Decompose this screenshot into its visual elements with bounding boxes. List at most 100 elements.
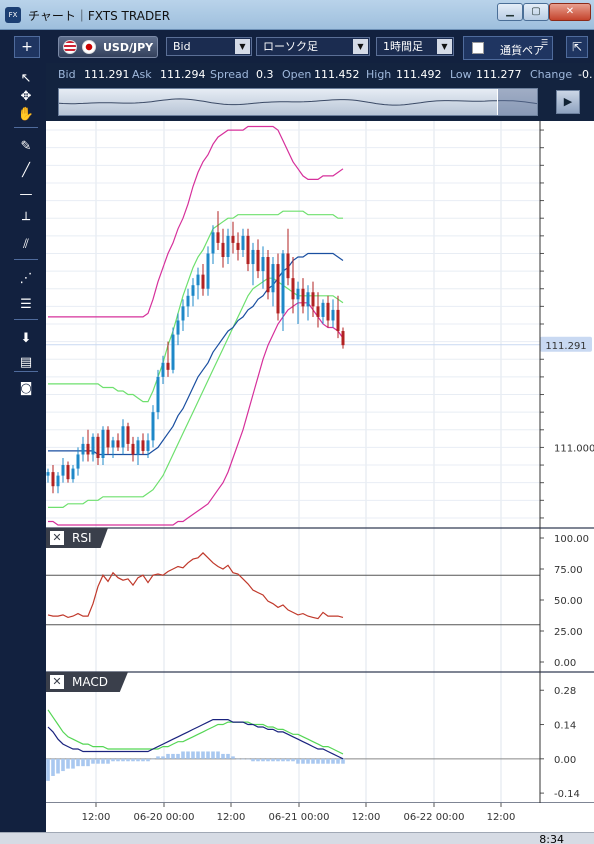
macd-axis-label: 0.28 — [554, 686, 576, 697]
macd-histogram-bar — [236, 758, 240, 760]
currency-pair-button[interactable]: USD/JPY — [58, 36, 158, 58]
macd-histogram-bar — [226, 753, 230, 759]
candle-body — [106, 429, 110, 448]
macd-histogram-bar — [106, 758, 110, 764]
pen-tool-icon[interactable]: ✎ — [20, 139, 32, 154]
rsi-line — [47, 552, 344, 620]
time-navigator[interactable] — [58, 88, 538, 116]
candle-body — [316, 306, 320, 317]
candle-body — [211, 232, 215, 254]
download-tool-icon[interactable]: ⬇ — [20, 331, 32, 346]
macd-histogram-bar — [176, 753, 180, 759]
rsi-axis-label: 0.00 — [554, 658, 576, 669]
candle-body — [226, 235, 230, 257]
candle-body — [176, 320, 180, 335]
candle-body — [76, 454, 80, 469]
chart-type-select[interactable]: ローソク足 ▼ — [256, 37, 370, 56]
currency-pair-option[interactable]: 通貨ペア ☰ — [463, 36, 553, 60]
list-tool-icon[interactable]: ▤ — [19, 355, 33, 370]
add-chart-button[interactable]: + — [14, 36, 40, 58]
macd-histogram-bar — [311, 758, 315, 764]
macd-histogram-bar — [251, 758, 255, 762]
rsi-axis-label: 50.00 — [554, 596, 583, 607]
macd-histogram-bar — [66, 758, 70, 769]
candle-body — [161, 362, 165, 377]
low-label: Low — [450, 68, 472, 81]
macd-axis-label: -0.14 — [554, 789, 580, 800]
bollinger-upper-outer-line — [48, 125, 344, 318]
macd-histogram-bar — [331, 758, 335, 764]
candle-body — [276, 264, 280, 314]
price-type-select[interactable]: Bid ▼ — [166, 37, 252, 56]
close-rsi-button[interactable]: ✕ — [50, 531, 64, 545]
fan-tool-icon[interactable]: ⋰ — [19, 271, 33, 286]
macd-histogram-bar — [91, 758, 95, 764]
candle-body — [61, 465, 65, 476]
macd-histogram-bar — [111, 758, 115, 762]
vertical-line-tool-icon[interactable]: ┴ — [22, 213, 30, 228]
macd-histogram-bar — [316, 758, 320, 764]
candle-body — [66, 465, 70, 480]
macd-histogram-bar — [151, 758, 155, 760]
candle-body — [111, 440, 115, 448]
hand-tool-icon[interactable]: ✋ — [17, 107, 35, 122]
open-label: Open — [282, 68, 312, 81]
candle-body — [336, 309, 340, 332]
option-checkbox[interactable] — [472, 42, 484, 54]
macd-histogram-bar — [126, 758, 130, 762]
macd-line — [47, 718, 344, 760]
navigator-forward-button[interactable]: ▶ — [556, 90, 580, 114]
current-price-label: 111.291 — [545, 341, 586, 352]
macd-histogram-bar — [156, 756, 160, 759]
macd-histogram-bar — [56, 758, 60, 774]
navigator-window-handle[interactable] — [497, 89, 537, 115]
time-axis-label: 06-21 00:00 — [268, 812, 329, 823]
candle-body — [181, 306, 185, 321]
candle-body — [241, 235, 245, 250]
candle-body — [286, 253, 290, 279]
candle-body — [56, 475, 60, 487]
macd-histogram-bar — [181, 751, 185, 759]
current-price-badge — [540, 336, 592, 352]
macd-histogram-bar — [261, 758, 265, 762]
close-macd-button[interactable]: ✕ — [50, 675, 64, 689]
horizontal-line-tool-icon[interactable]: — — [19, 187, 33, 202]
candle-body — [301, 288, 305, 307]
currency-pair-label: USD/JPY — [103, 41, 154, 54]
candle-body — [96, 436, 100, 458]
candle-body — [141, 440, 145, 451]
trendline-tool-icon[interactable]: ╱ — [22, 163, 30, 178]
interval-select[interactable]: 1時間足 ▼ — [376, 37, 454, 56]
candle-body — [146, 440, 150, 451]
rsi-axis-label: 100.00 — [554, 534, 589, 545]
window-title: チャート｜FXTS TRADER — [28, 9, 171, 23]
change-label: Change — [530, 68, 573, 81]
macd-histogram-bar — [296, 758, 300, 764]
macd-histogram-bar — [266, 758, 270, 762]
minimize-button[interactable]: ▁ — [497, 3, 523, 21]
rsi-panel-title: RSI — [72, 531, 92, 545]
fibonacci-tool-icon[interactable]: ☰ — [20, 297, 32, 312]
interval-value: 1時間足 — [383, 40, 423, 53]
maximize-button[interactable]: ▢ — [523, 3, 549, 21]
macd-histogram-bar — [341, 758, 345, 764]
chevron-down-icon: ▼ — [235, 39, 250, 54]
ask-label: Ask — [132, 68, 152, 81]
tool-separator — [14, 319, 38, 320]
high-value: 111.492 — [396, 68, 442, 81]
menu-icon[interactable]: ☰ — [541, 38, 549, 47]
navigator-sparkline-line — [58, 98, 538, 106]
time-axis-label: 12:00 — [352, 812, 381, 823]
chart-canvas[interactable]: 111.000 111.291 100.00 75.00 50.00 25.00 0.00 0… — [46, 121, 594, 832]
macd-histogram-bar — [171, 753, 175, 759]
cursor-tool-icon[interactable]: ↖ — [20, 71, 32, 86]
close-button[interactable]: ✕ — [549, 3, 591, 21]
camera-tool-icon[interactable]: ◙ — [19, 381, 33, 396]
candle-body — [136, 440, 140, 455]
crosshair-tool-icon[interactable]: ✥ — [20, 89, 32, 104]
chart-area[interactable]: 111.000 111.291 100.00 75.00 50.00 25.00 0.00 0… — [46, 121, 594, 832]
macd-histogram-bar — [211, 751, 215, 759]
channel-tool-icon[interactable]: ⫽ — [23, 237, 29, 252]
detach-button[interactable]: ⇱ — [566, 36, 588, 58]
tool-separator — [14, 127, 38, 128]
